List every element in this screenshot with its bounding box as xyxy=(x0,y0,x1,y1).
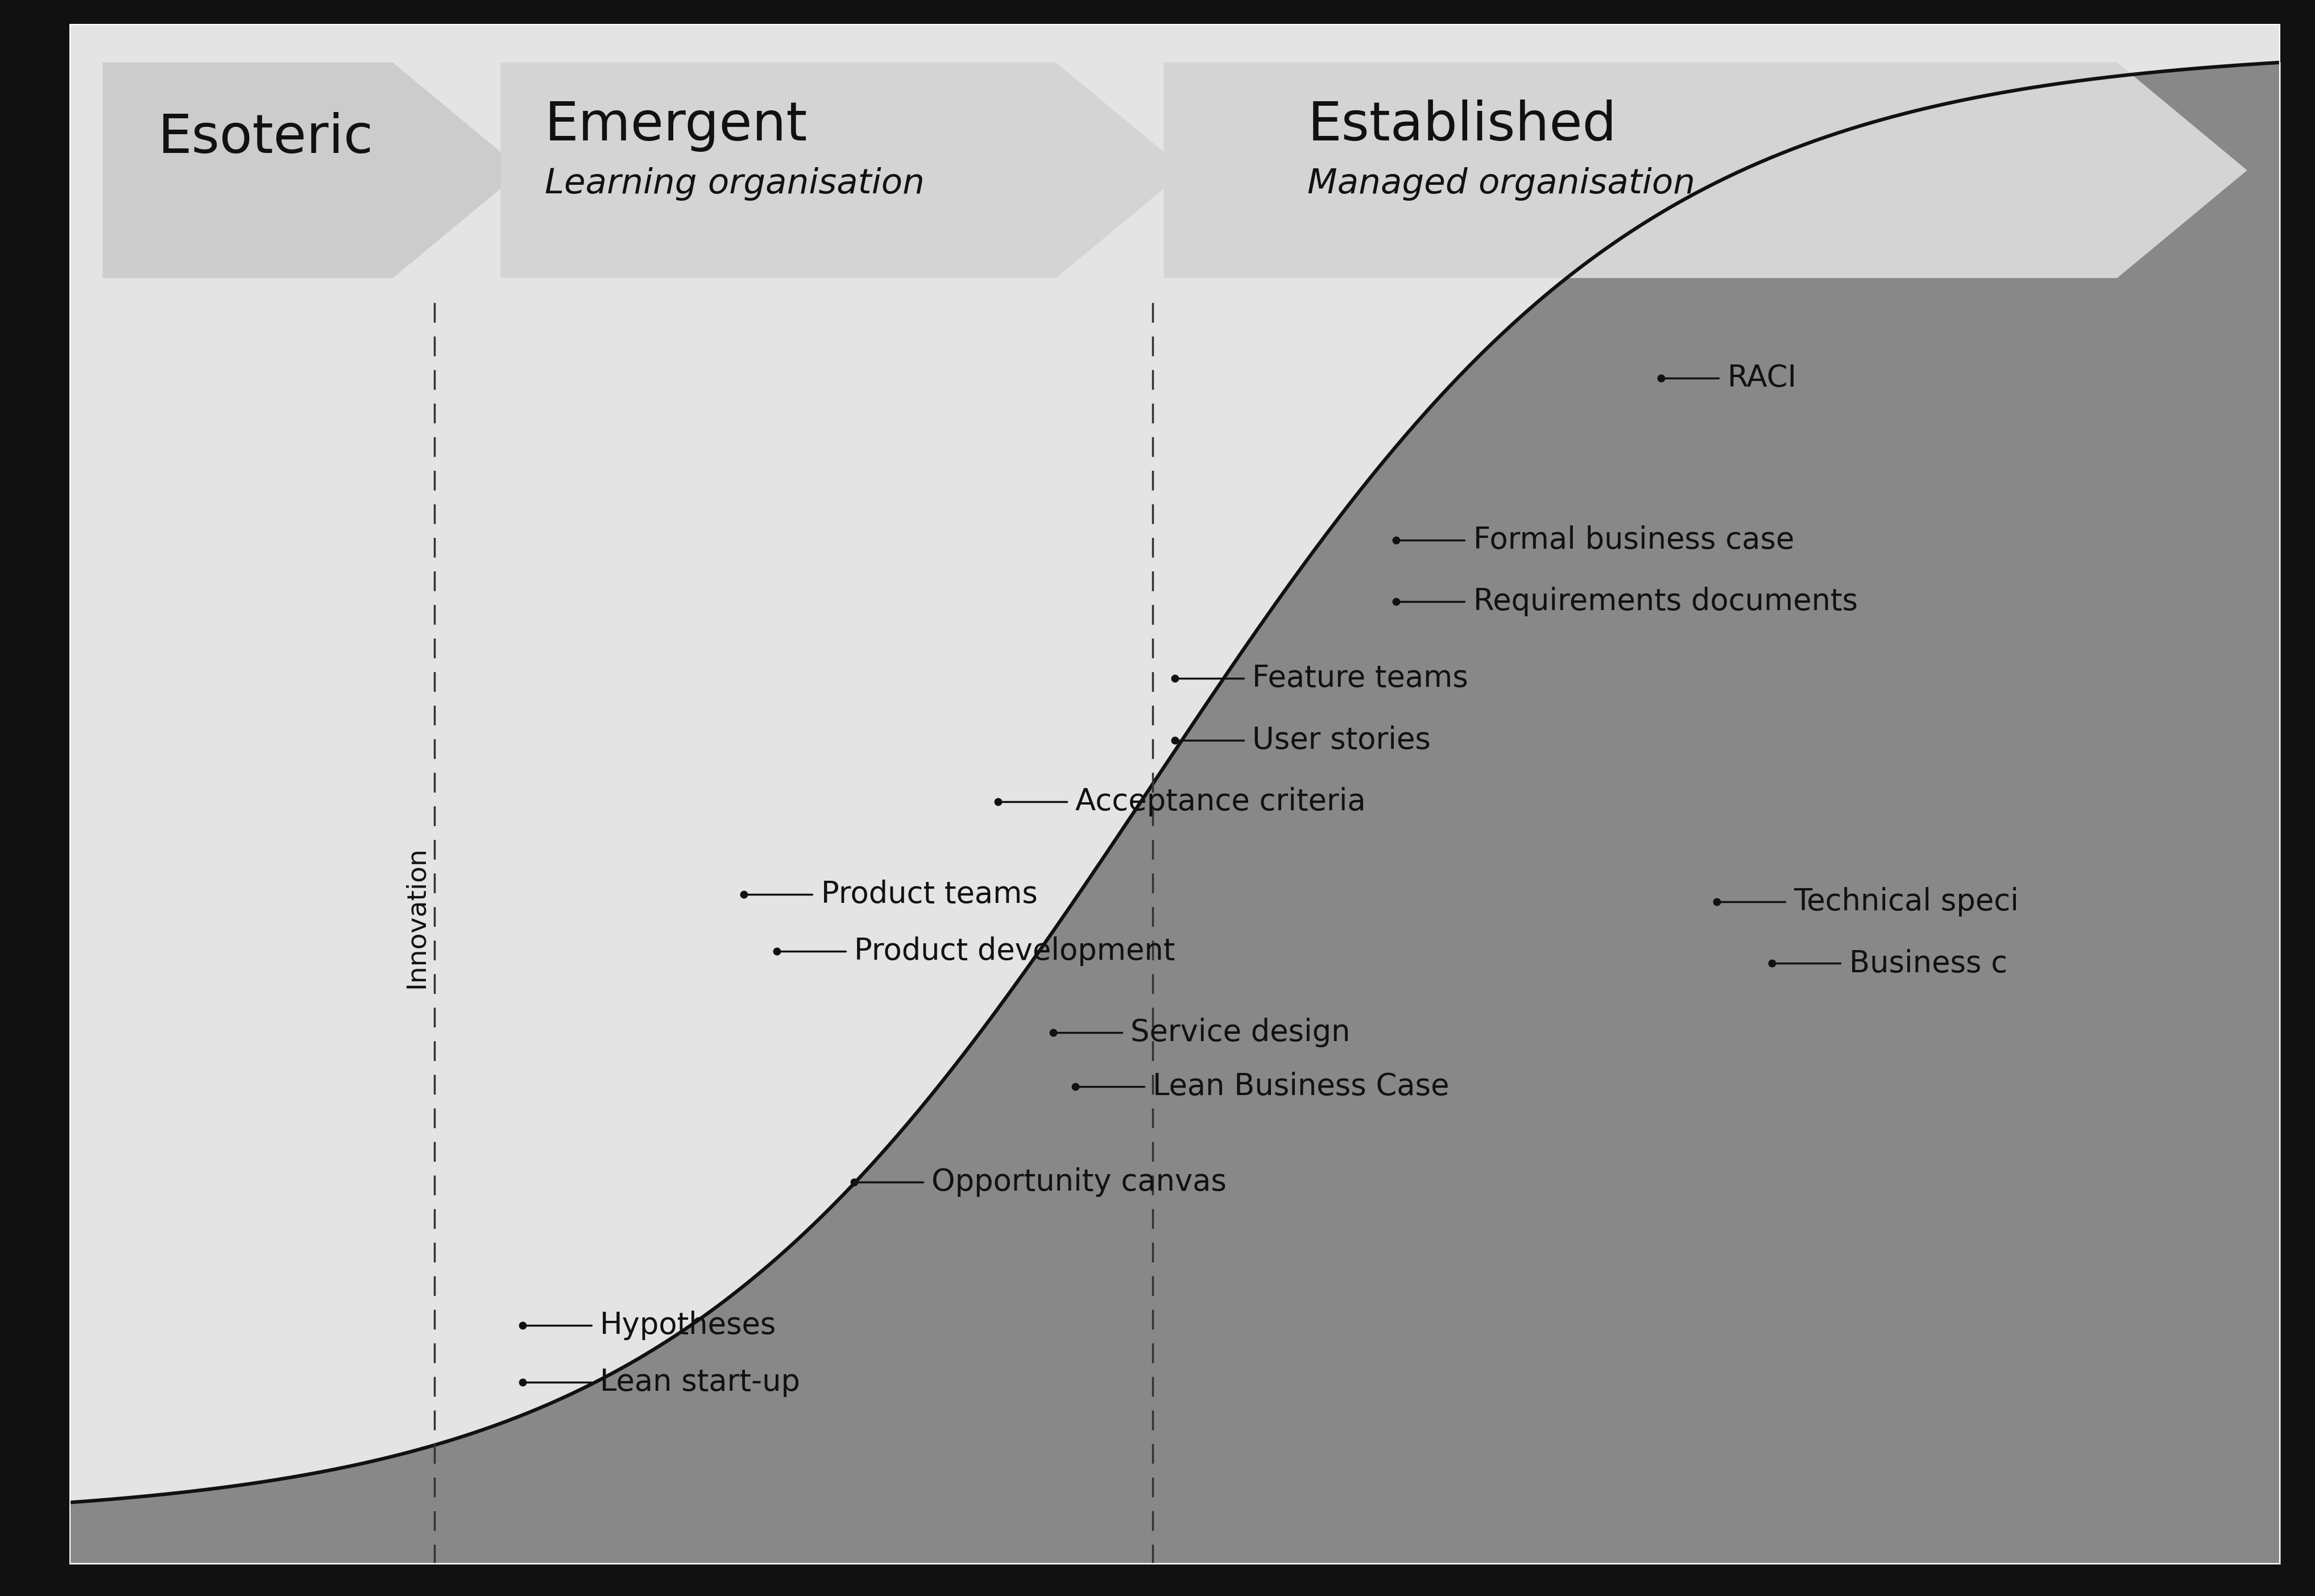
Text: Business c: Business c xyxy=(1850,948,2007,978)
Text: RACI: RACI xyxy=(1727,364,1796,393)
Text: Emergent: Emergent xyxy=(544,99,808,152)
Text: Feature teams: Feature teams xyxy=(1252,664,1468,693)
Text: Requirements documents: Requirements documents xyxy=(1472,587,1859,616)
Text: Technical speci: Technical speci xyxy=(1794,887,2019,916)
Polygon shape xyxy=(102,62,523,278)
Text: Managed organisation: Managed organisation xyxy=(1308,168,1695,201)
Text: Acceptance criteria: Acceptance criteria xyxy=(1076,787,1366,817)
Text: Lean Business Case: Lean Business Case xyxy=(1153,1073,1449,1101)
Text: Esoteric: Esoteric xyxy=(157,112,373,164)
Text: Learning organisation: Learning organisation xyxy=(544,168,924,201)
Polygon shape xyxy=(1164,62,2248,278)
Text: Service design: Service design xyxy=(1130,1018,1350,1047)
Text: Product teams: Product teams xyxy=(822,879,1037,908)
Text: Established: Established xyxy=(1308,99,1616,152)
Text: Lean start-up: Lean start-up xyxy=(600,1368,801,1396)
Text: Innovation: Innovation xyxy=(403,846,428,988)
Text: Formal business case: Formal business case xyxy=(1472,525,1794,555)
Text: Hypotheses: Hypotheses xyxy=(600,1310,776,1341)
Text: Opportunity canvas: Opportunity canvas xyxy=(931,1167,1227,1197)
Text: Product development: Product development xyxy=(854,937,1176,966)
Text: User stories: User stories xyxy=(1252,725,1431,755)
Polygon shape xyxy=(500,62,1185,278)
